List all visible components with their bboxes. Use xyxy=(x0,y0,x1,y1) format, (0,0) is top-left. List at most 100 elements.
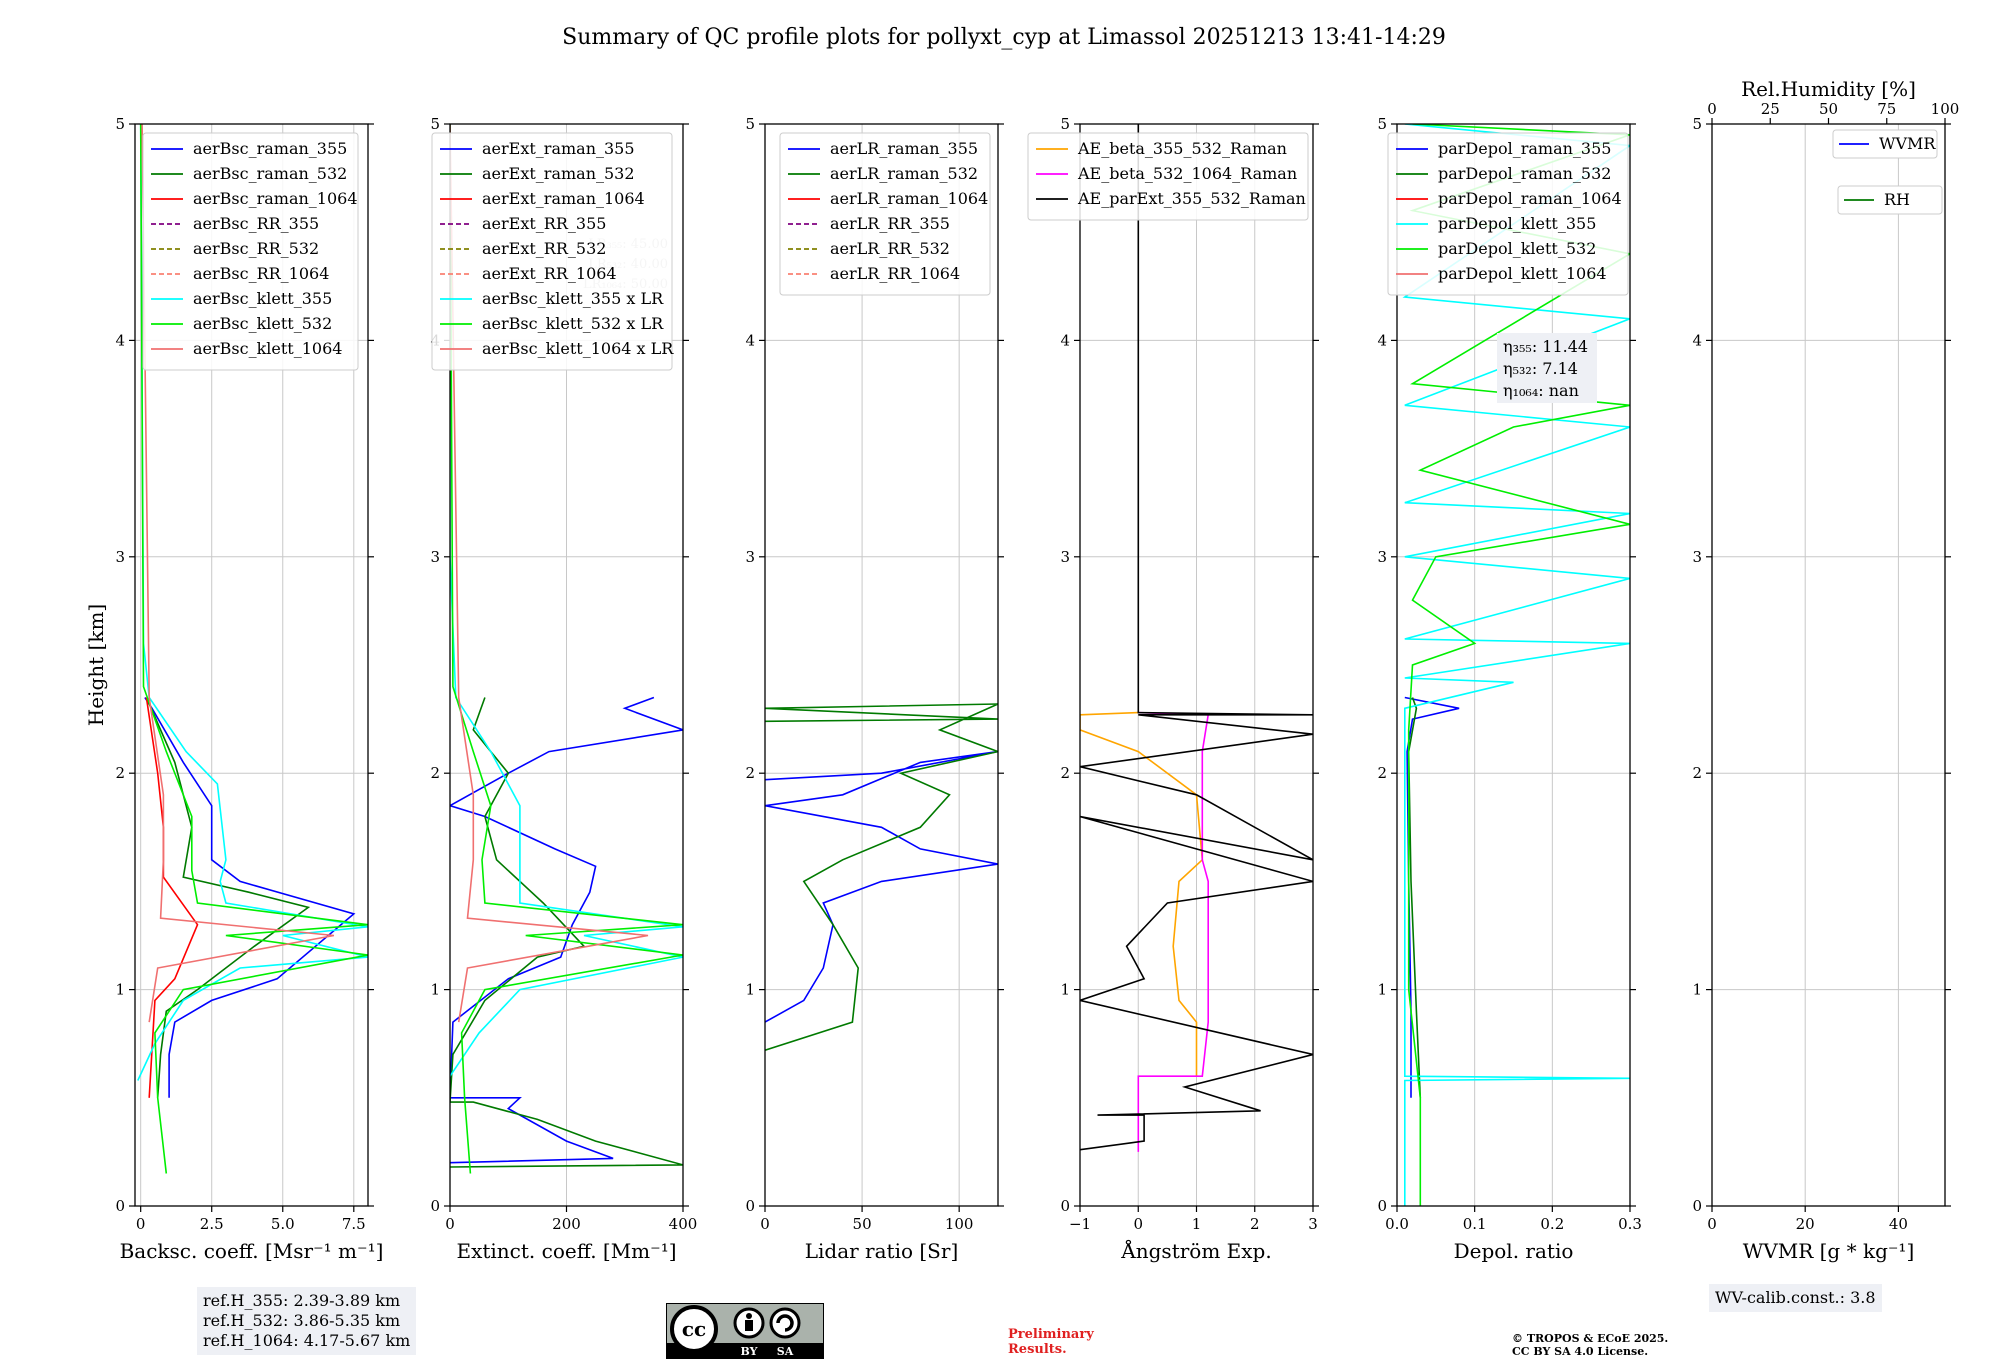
legend-label-ext-7: aerBsc_klett_532 x LR xyxy=(482,314,664,333)
ytick-label-ext-5: 5 xyxy=(430,115,440,133)
legend-label-bsc-4: aerBsc_RR_532 xyxy=(193,239,319,258)
xtick-label-wv-1: 20 xyxy=(1796,1215,1815,1233)
ytick-label-lr-2: 2 xyxy=(745,764,755,782)
axes-frame-wv xyxy=(1711,123,1946,1207)
legend-label-depol-2: parDepol_raman_1064 xyxy=(1438,189,1622,208)
top-xtick-label-wv-1: 25 xyxy=(1761,100,1780,118)
ytick-label-ext-0: 0 xyxy=(430,1197,440,1215)
copyright-line-2: CC BY SA 4.0 License. xyxy=(1512,1345,1649,1358)
ytick-label-wv-3: 3 xyxy=(1692,548,1702,566)
ytick-label-ext-3: 3 xyxy=(430,548,440,566)
xtick-label-lr-0: 0 xyxy=(760,1215,770,1233)
legend-label-bsc-6: aerBsc_klett_355 xyxy=(193,289,332,308)
xaxis-label-wv: WVMR [g * kg⁻¹] xyxy=(1743,1239,1915,1263)
xtick-label-ext-0: 0 xyxy=(445,1215,455,1233)
ytick-label-bsc-0: 0 xyxy=(115,1197,125,1215)
legend-label-ext-8: aerBsc_klett_1064 x LR xyxy=(482,339,674,358)
legend-box-ext xyxy=(431,132,673,371)
xtick-label-lr-2: 100 xyxy=(945,1215,974,1233)
cc-sa-label: SA xyxy=(777,1345,794,1358)
legend-ae: AE_beta_355_532_Raman AE_beta_532_1064_Ra… xyxy=(1027,132,1309,221)
xaxis-label-ext: Extinct. coeff. [Mm⁻¹] xyxy=(456,1239,676,1263)
xtick-label-ext-1: 200 xyxy=(552,1215,581,1233)
legend-depol: parDepol_raman_355 parDepol_raman_532 parD… xyxy=(1387,132,1629,296)
xtick-label-bsc-1: 2.5 xyxy=(200,1215,224,1233)
ytick-label-lr-4: 4 xyxy=(745,331,755,349)
ytick-label-ae-0: 0 xyxy=(1060,1197,1070,1215)
series-line-depol-0 xyxy=(1404,696,1460,1098)
xtick-label-depol-3: 0.3 xyxy=(1618,1215,1642,1233)
series-line-depol-3 xyxy=(1402,124,1630,1206)
legend-label-ext-5: aerExt_RR_1064 xyxy=(482,264,617,283)
yaxis-label-bsc: Height [km] xyxy=(84,604,108,726)
preliminary-line-1: Preliminary xyxy=(1008,1327,1094,1342)
eta-annotation-box xyxy=(1497,333,1597,403)
legend-label-ext-2: aerExt_raman_1064 xyxy=(482,189,645,208)
ytick-label-ae-1: 1 xyxy=(1060,981,1070,999)
xtick-label-ae-3: 2 xyxy=(1250,1215,1260,1233)
legend-label-wv-1: RH xyxy=(1884,190,1910,209)
legend-label-lr-3: aerLR_RR_355 xyxy=(830,214,950,233)
series-group-ext xyxy=(450,124,683,1174)
figure-title: Summary of QC profile plots for pollyxt_… xyxy=(562,25,1446,50)
series-line-bsc-2 xyxy=(145,697,199,1098)
ytick-label-lr-5: 5 xyxy=(745,115,755,133)
ytick-label-ae-4: 4 xyxy=(1060,331,1070,349)
legend-box-wv-1 xyxy=(1837,185,1943,215)
legend-wv: WVMR RH xyxy=(1832,129,1943,215)
series-line-bsc-7 xyxy=(139,124,368,1174)
xtick-label-bsc-2: 5.0 xyxy=(271,1215,295,1233)
legend-label-bsc-5: aerBsc_RR_1064 xyxy=(193,264,329,283)
series-group-ae xyxy=(1080,124,1313,1152)
panel-lr: 0 50 100 0 1 2 3 4 5 Lidar ratio [Sr] aerLR_raman_… xyxy=(745,115,1004,1263)
xtick-label-wv-0: 0 xyxy=(1707,1215,1717,1233)
legend-label-wv-0: WVMR xyxy=(1879,134,1936,153)
ytick-label-lr-0: 0 xyxy=(745,1197,755,1215)
xaxis-label-depol: Depol. ratio xyxy=(1454,1239,1574,1263)
legend-label-lr-0: aerLR_raman_355 xyxy=(830,139,978,158)
preliminary-line-2: Results. xyxy=(1008,1342,1067,1357)
panel-depol: 0.0 0.1 0.2 0.3 0 1 2 3 4 5 Depol. ratio parDepol_r… xyxy=(1377,115,1641,1263)
legend-box-depol xyxy=(1387,132,1629,296)
legend-label-ext-3: aerExt_RR_355 xyxy=(482,214,606,233)
ytick-label-wv-1: 1 xyxy=(1692,981,1702,999)
ytick-label-depol-1: 1 xyxy=(1377,981,1387,999)
ref-height-355: ref.H_355: 2.39-3.89 km xyxy=(203,1291,401,1310)
legend-label-ae-1: AE_beta_532_1064_Raman xyxy=(1077,164,1297,183)
axes-frame-bsc xyxy=(134,123,369,1207)
panel-ext: 0200400012345Extinct. coeff. [Mm⁻¹]aerEx… xyxy=(430,115,697,1263)
series-line-bsc-0 xyxy=(144,697,356,1098)
legend-label-ext-1: aerExt_raman_532 xyxy=(482,164,635,183)
reference-height-box: ref.H_355: 2.39-3.89 km ref.H_532: 3.86-… xyxy=(197,1287,417,1355)
legend-label-depol-5: parDepol_klett_1064 xyxy=(1438,264,1607,283)
ytick-label-wv-2: 2 xyxy=(1692,764,1702,782)
ytick-label-bsc-5: 5 xyxy=(115,115,125,133)
copyright-notice: © TROPOS & ECoE 2025. CC BY SA 4.0 Licen… xyxy=(1512,1332,1668,1358)
ytick-label-wv-0: 0 xyxy=(1692,1197,1702,1215)
series-line-bsc-1 xyxy=(145,697,311,1098)
copyright-line-1: © TROPOS & ECoE 2025. xyxy=(1512,1332,1669,1345)
series-line-ext-8 xyxy=(450,124,649,1023)
preliminary-notice: Preliminary Results. xyxy=(1008,1327,1094,1357)
series-group-bsc xyxy=(137,124,368,1174)
series-line-bsc-8 xyxy=(141,124,335,1023)
xtick-label-bsc-3: 7.5 xyxy=(342,1215,366,1233)
legend-label-ext-4: aerExt_RR_532 xyxy=(482,239,606,258)
wv-calibration-constant: WV-calib.const.: 3.8 xyxy=(1715,1288,1876,1307)
series-line-bsc-6 xyxy=(137,124,368,1081)
panel-wv: 0 20 40 0 1 2 3 4 5 WVMR [g * kg⁻¹] 0 25 50 75 100 Rel.… xyxy=(1692,77,1959,1263)
ytick-label-ae-2: 2 xyxy=(1060,764,1070,782)
xtick-label-ae-1: 0 xyxy=(1133,1215,1143,1233)
ytick-label-bsc-4: 4 xyxy=(115,331,125,349)
legend-label-ext-6: aerBsc_klett_355 x LR xyxy=(482,289,664,308)
ytick-label-bsc-3: 3 xyxy=(115,548,125,566)
legend-label-lr-5: aerLR_RR_1064 xyxy=(830,264,960,283)
legend-label-bsc-8: aerBsc_klett_1064 xyxy=(193,339,342,358)
legend-label-bsc-0: aerBsc_raman_355 xyxy=(193,139,347,158)
xtick-label-depol-1: 0.1 xyxy=(1463,1215,1487,1233)
xtick-label-ae-2: 1 xyxy=(1192,1215,1202,1233)
ytick-label-wv-4: 4 xyxy=(1692,331,1702,349)
xtick-label-bsc-0: 0 xyxy=(136,1215,146,1233)
legend-label-bsc-3: aerBsc_RR_355 xyxy=(193,214,319,233)
